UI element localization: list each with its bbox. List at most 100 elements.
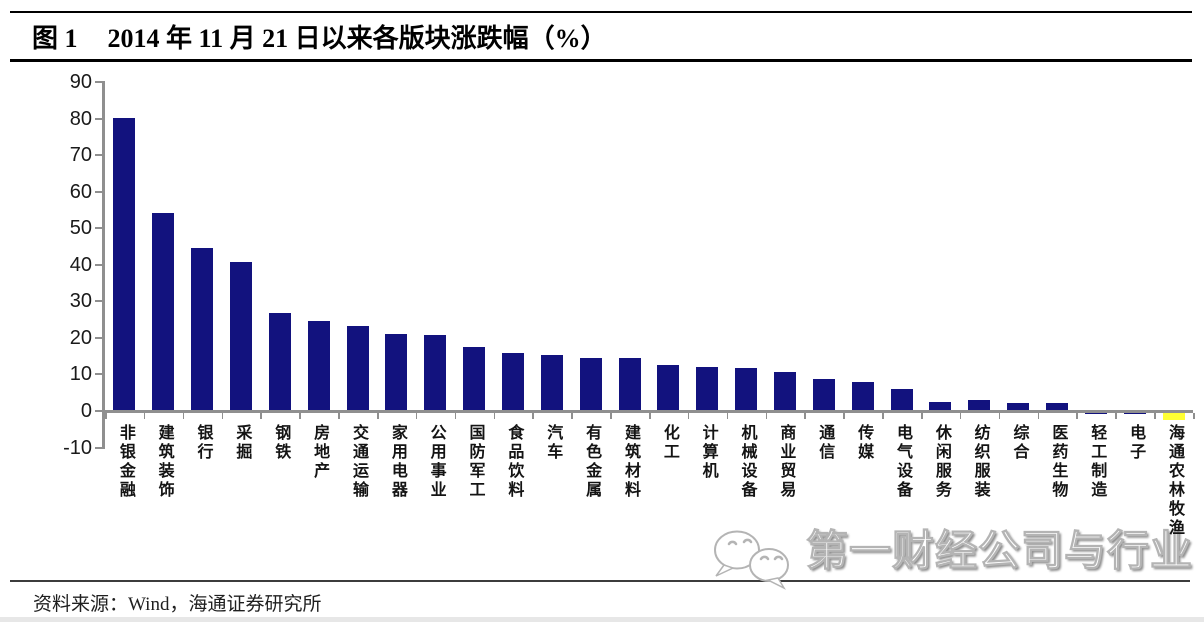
watermark-text: 第一财经公司与行业 [805, 529, 1194, 576]
y-axis-tick [95, 117, 103, 120]
category-label-text: 房地产 [311, 424, 329, 481]
y-axis-label: 30 [69, 290, 92, 313]
y-axis-label: 60 [69, 180, 92, 203]
x-axis-tick [105, 412, 107, 419]
bar [540, 355, 563, 411]
y-axis-label: 50 [69, 217, 92, 240]
bottom-divider [0, 617, 1204, 622]
x-axis-tick [959, 412, 962, 419]
x-axis-tick [1076, 412, 1078, 419]
category-label-text: 通信 [816, 424, 834, 462]
category-label: 建筑装饰 [144, 424, 183, 556]
x-axis-tick [649, 412, 651, 419]
category-label-text: 传媒 [855, 424, 873, 462]
speech-bubbles-logo [714, 530, 789, 590]
category-label: 食品饮料 [494, 424, 533, 556]
bar [890, 389, 913, 411]
category-label: 有色金属 [571, 424, 610, 556]
category-label: 房地产 [299, 424, 338, 556]
y-axis-label: 20 [69, 326, 92, 349]
x-axis-tick [610, 412, 612, 419]
category-label-text: 银行 [194, 424, 212, 462]
category-label: 传媒 [843, 424, 882, 556]
bar [346, 325, 369, 411]
bar-highlighted [1162, 411, 1185, 420]
category-label: 钢铁 [260, 424, 299, 556]
bar [735, 367, 758, 411]
bar [812, 379, 835, 411]
y-axis-tick [95, 263, 103, 266]
y-axis-label: 70 [69, 144, 92, 167]
category-label: 公用事业 [416, 424, 455, 556]
x-axis-tick [843, 412, 845, 419]
source-top-rule [10, 580, 1190, 582]
y-axis-label: 10 [69, 363, 92, 386]
category-label-text: 电子 [1127, 424, 1145, 462]
y-axis-tick [95, 410, 103, 412]
bar [268, 313, 291, 411]
category-label: 银行 [183, 424, 222, 556]
category-label: 家用电器 [377, 424, 416, 556]
category-label: 机械设备 [727, 424, 766, 556]
y-axis-tick [95, 190, 103, 193]
bar [307, 320, 330, 411]
category-label-text: 医药生物 [1049, 424, 1067, 500]
category-label: 电气设备 [882, 424, 921, 556]
category-label-text: 交通运输 [349, 424, 367, 500]
x-axis-tick [377, 412, 379, 419]
x-axis-tick [765, 412, 768, 419]
bar [191, 248, 214, 411]
category-label: 计算机 [688, 424, 727, 556]
x-axis-tick [1037, 412, 1040, 419]
category-label: 轻工制造 [1076, 424, 1115, 556]
title-top-rule [10, 11, 1192, 13]
category-label: 商业贸易 [766, 424, 805, 556]
y-axis-tick [95, 336, 103, 339]
category-label: 化工 [649, 424, 688, 556]
category-label-text: 钢铁 [272, 424, 290, 462]
x-axis-tick [454, 412, 457, 419]
y-axis-tick [95, 227, 103, 230]
x-axis-tick [726, 412, 729, 419]
x-axis-line [103, 409, 1193, 413]
bar [929, 401, 952, 411]
x-axis-tick [260, 412, 262, 419]
category-label-text: 休闲服务 [932, 424, 950, 500]
figure-number: 图 1 [32, 24, 78, 53]
y-axis-label: 0 [80, 400, 92, 422]
bar [502, 353, 524, 411]
x-axis-tick [687, 412, 690, 419]
bar [618, 358, 641, 411]
category-label-text: 计算机 [699, 424, 717, 481]
bar [851, 381, 874, 411]
category-label-text: 国防军工 [466, 424, 484, 500]
category-label-text: 建筑装饰 [155, 424, 173, 500]
bar [152, 213, 175, 411]
category-label-text: 采掘 [233, 424, 251, 462]
bar [385, 334, 408, 411]
category-label-text: 食品饮料 [505, 424, 523, 500]
y-axis-label: 90 [69, 71, 92, 94]
category-label: 纺织服装 [960, 424, 999, 556]
bar [1007, 403, 1030, 411]
x-axis-tick [182, 412, 185, 419]
x-axis-tick [299, 412, 301, 419]
y-axis-label: 40 [69, 253, 92, 276]
category-label-text: 公用事业 [427, 424, 445, 500]
bar [657, 364, 680, 411]
x-axis-tick [143, 412, 146, 419]
x-axis-tick [998, 412, 1001, 419]
y-axis-tick [95, 81, 103, 84]
category-label-text: 建筑材料 [621, 424, 639, 500]
bar [968, 400, 991, 411]
x-axis-tick [221, 412, 224, 419]
bar [696, 366, 719, 411]
category-label: 国防军工 [455, 424, 494, 556]
category-label-text: 电气设备 [893, 424, 911, 500]
y-axis-tick [95, 446, 103, 449]
bar [1046, 402, 1068, 411]
y-axis-tick [95, 154, 103, 157]
category-label: 建筑材料 [610, 424, 649, 556]
x-axis-tick [532, 412, 534, 419]
